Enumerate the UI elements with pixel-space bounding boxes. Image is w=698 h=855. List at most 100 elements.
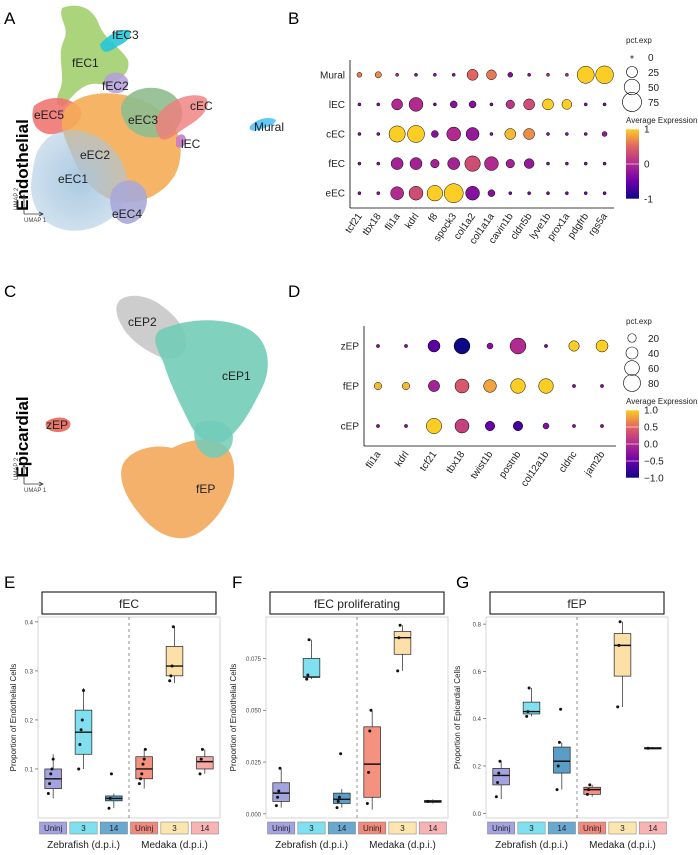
box-body (363, 726, 381, 798)
dotplot-color-tick-label: −1.0 (644, 474, 664, 485)
cluster-eEC1-blob (31, 130, 128, 231)
dotplot-dot (489, 102, 494, 107)
y-tick-label: 0.3 (25, 669, 34, 675)
box-point (557, 740, 561, 744)
dotplot-dot (428, 380, 440, 392)
dotplot-dot (513, 421, 523, 431)
dotplot-dot (572, 424, 576, 428)
dotplot-row-label: Mural (320, 70, 345, 81)
box-point (109, 772, 113, 776)
box-point (143, 747, 147, 751)
box-point (82, 689, 85, 693)
dotplot-gene-label: fli1a (364, 449, 384, 471)
dotplot-dot (523, 158, 535, 169)
facet-strip (489, 591, 665, 615)
y-tick-label: 0.025 (246, 761, 262, 767)
umapA-axis-y: UMAP 2 (14, 187, 20, 210)
box-point (198, 772, 202, 776)
group-pill (608, 821, 637, 835)
cluster-label-eEC4: eEC4 (112, 207, 142, 221)
box-point (396, 669, 400, 673)
cluster-label-eEC1: eEC1 (58, 172, 88, 186)
y-axis-label: Proportion of Endothelial Cells (229, 664, 238, 772)
dotplot-size-legend-label: 40 (648, 349, 660, 360)
cluster-mural-blob (249, 118, 276, 131)
dotplot-size-legend-title: pct.exp (626, 317, 652, 326)
box-point (646, 746, 650, 750)
cluster-lEC-blob (176, 134, 186, 148)
dotplot-dot (523, 98, 535, 111)
dotplot-dot (489, 132, 494, 136)
dotplot-color-tick-label: 1 (644, 125, 650, 136)
umapA-axis-x: UMAP 1 (24, 218, 47, 224)
dotplot-row-label: eEC (326, 189, 345, 200)
box-point (305, 677, 309, 681)
y-tick-label: 0.6 (473, 670, 482, 676)
box-point (80, 718, 84, 722)
box-point (137, 782, 141, 786)
group-pill (327, 821, 356, 835)
dotplot-color-tick-label: −0.5 (644, 457, 664, 468)
group-label: 14 (428, 824, 437, 833)
box-body (583, 786, 601, 795)
dotplot-dot (568, 340, 580, 352)
dotplot-size-legend-dot (630, 55, 634, 59)
box-point (307, 638, 311, 642)
box-point (426, 799, 430, 803)
dotplot-size-legend-dot (626, 66, 638, 78)
dotplot-dot (447, 157, 460, 170)
dotplot-dot (576, 66, 595, 84)
dotplot-dot (510, 378, 526, 394)
box-point (306, 673, 310, 677)
dotplot-size-legend-label: 20 (648, 334, 660, 345)
dotplot-dot (430, 159, 440, 169)
dotplot-dot (433, 102, 437, 107)
box-point (77, 767, 81, 771)
dotplot-dot (527, 191, 531, 196)
dotplot-dot (544, 344, 548, 348)
box-body (135, 756, 153, 780)
box-point (49, 772, 53, 776)
dotplot-dot (376, 424, 380, 428)
group-label: 14 (337, 824, 346, 833)
group-label: 3 (172, 824, 177, 833)
box-point (365, 801, 369, 805)
box-point (171, 625, 175, 629)
dotplot-gene-label: postnb (497, 449, 523, 480)
dotplot-dot (505, 159, 515, 169)
y-tick-label: 0.4 (473, 717, 482, 723)
species-label-medaka: Medaka (d.p.i.) (141, 840, 208, 851)
box-point (617, 643, 621, 647)
dotplot-dot (546, 161, 550, 166)
box-point (498, 759, 502, 763)
group-pill (190, 821, 219, 835)
dotplot-gene-label: f8 (427, 211, 441, 225)
y-tick-label: 0.1 (25, 767, 34, 773)
group-label: 3 (81, 824, 86, 833)
dotplot-size-legend-dot (623, 78, 641, 96)
group-label: 3 (529, 824, 534, 833)
dotplot-size-legend-label: 50 (648, 83, 660, 94)
dotplot-color-tick-label: 0 (644, 160, 650, 171)
box-body (553, 746, 571, 774)
dotplot-dot (402, 382, 410, 390)
cluster-label-eEC5: eEC5 (34, 108, 64, 122)
dotplot-dot (395, 72, 399, 77)
dotplot-dot (376, 344, 380, 348)
box-body (333, 792, 351, 804)
box-point (588, 783, 592, 787)
dotplot-dot (376, 102, 381, 107)
cluster-label-cEP2: cEP2 (128, 315, 157, 329)
dotplot-color-tick-label: 0.0 (644, 440, 658, 451)
box-point (79, 728, 83, 732)
cluster-cEC-blob (155, 95, 208, 140)
box-body (196, 756, 214, 770)
dotplot-dot (388, 125, 406, 143)
dotplot-dot (565, 72, 569, 77)
dotplot-dot (465, 127, 480, 141)
group-pill (130, 821, 159, 835)
dotplot-dot (426, 185, 443, 202)
panel-letter-d: D (288, 282, 300, 301)
dotplot-dot (583, 161, 588, 166)
dotplot-dot (561, 99, 573, 110)
